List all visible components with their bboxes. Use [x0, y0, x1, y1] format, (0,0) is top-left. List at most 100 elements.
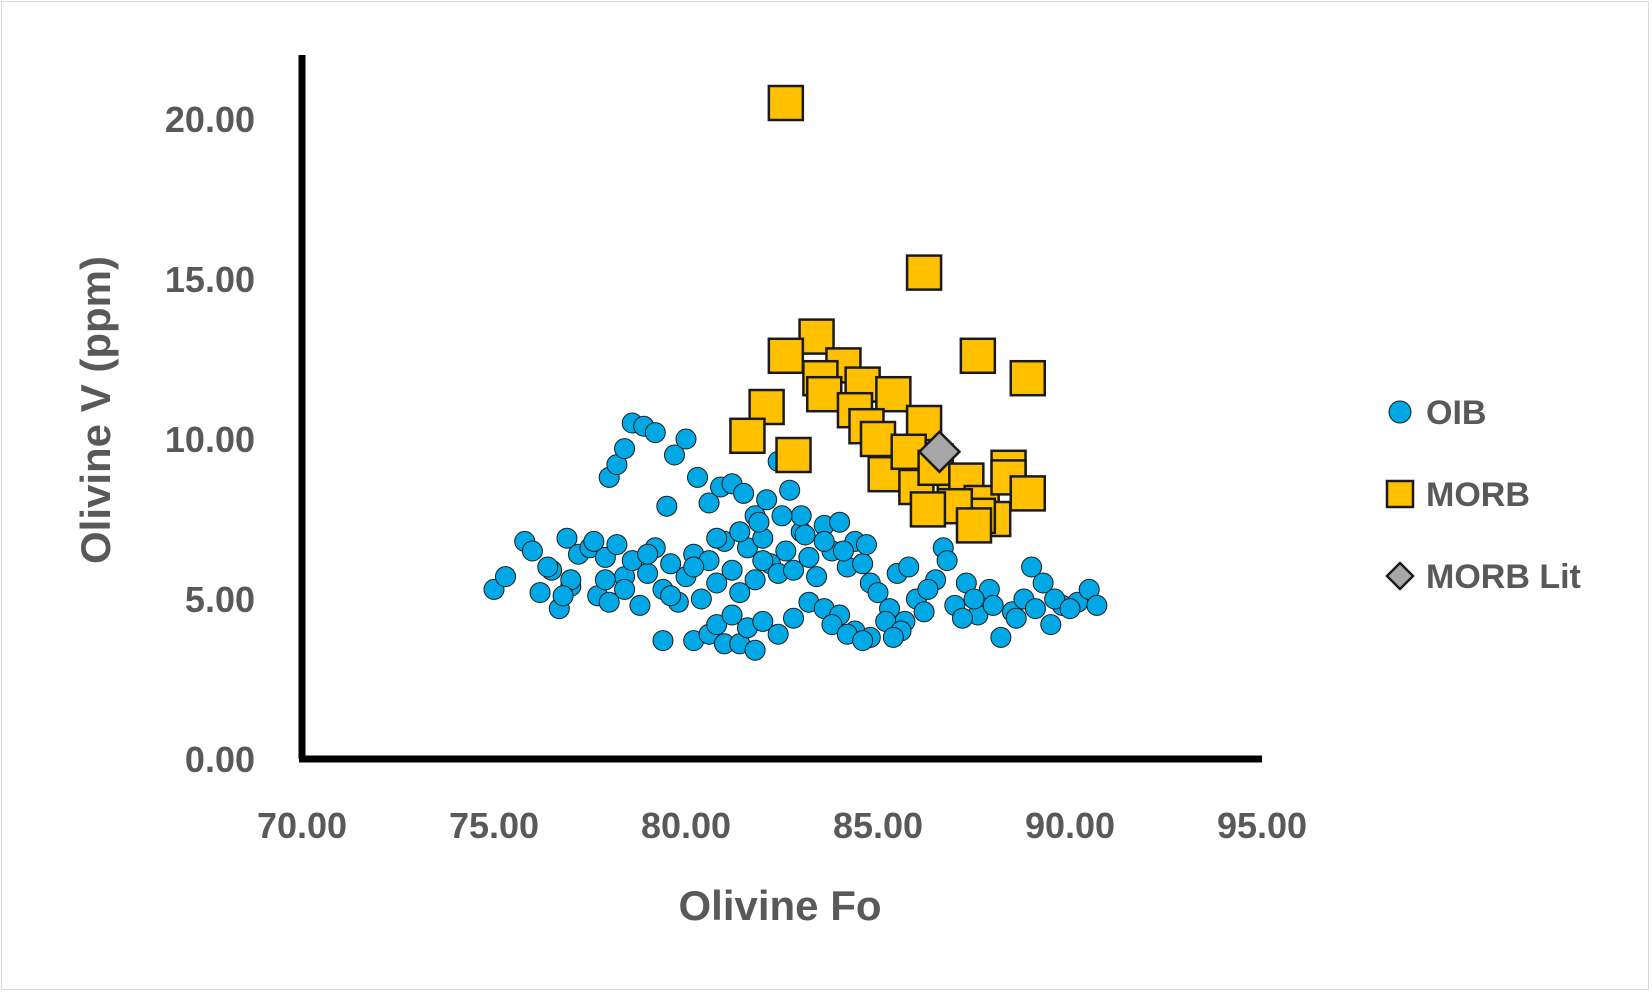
data-point	[629, 594, 651, 616]
data-point	[752, 610, 774, 632]
data-point	[917, 578, 939, 600]
data-point	[1044, 588, 1066, 610]
data-point	[637, 562, 659, 584]
legend-label: MORB Lit	[1426, 558, 1581, 596]
x-tick-label: 75.00	[449, 805, 539, 846]
y-tick-label: 10.00	[165, 419, 255, 460]
data-point	[1021, 556, 1043, 578]
data-point	[729, 582, 751, 604]
data-point	[783, 559, 805, 581]
data-point	[556, 527, 578, 549]
data-point	[1032, 572, 1054, 594]
data-point	[752, 550, 774, 572]
data-point	[644, 422, 666, 444]
data-point	[982, 594, 1004, 616]
data-point	[706, 614, 728, 636]
y-tick-label: 5.00	[185, 579, 255, 620]
data-point	[744, 639, 766, 661]
data-point	[1005, 607, 1027, 629]
data-point	[779, 479, 801, 501]
data-point	[813, 530, 835, 552]
data-point	[1009, 475, 1047, 512]
data-point	[706, 572, 728, 594]
data-point	[698, 492, 720, 514]
legend-marker	[1388, 400, 1412, 424]
y-tick-label: 15.00	[165, 259, 255, 300]
legend-marker	[1385, 479, 1415, 509]
data-point	[1009, 359, 1047, 397]
data-point	[733, 482, 755, 504]
data-point	[721, 604, 743, 626]
data-point	[852, 630, 874, 652]
x-tick-label: 70.00	[257, 805, 347, 846]
data-point	[898, 556, 920, 578]
data-point	[690, 588, 712, 610]
data-point	[955, 507, 993, 544]
data-point	[614, 438, 636, 460]
x-tick-label: 80.00	[641, 805, 731, 846]
data-point	[521, 540, 543, 562]
data-point	[913, 601, 935, 623]
data-point	[637, 543, 659, 565]
x-axis-title: Olivine Fo	[678, 882, 881, 929]
legend-item: MORB Lit	[1385, 558, 1581, 596]
x-tick-label: 85.00	[833, 805, 923, 846]
data-point	[748, 388, 785, 426]
data-point	[729, 417, 766, 455]
data-point	[867, 582, 889, 604]
data-point	[1024, 598, 1046, 620]
data-point	[767, 337, 805, 375]
data-point	[963, 588, 985, 610]
data-point	[794, 524, 816, 546]
series-morb-lit	[917, 430, 962, 474]
data-point	[905, 254, 943, 291]
data-point	[583, 530, 605, 552]
data-point	[1086, 594, 1108, 616]
data-point	[875, 375, 912, 413]
data-point	[721, 559, 743, 581]
data-point	[675, 428, 697, 450]
legend-item: MORB	[1385, 476, 1530, 514]
series-oib	[483, 412, 1108, 661]
plot-area	[483, 84, 1108, 661]
data-point	[798, 546, 820, 568]
y-tick-labels: 0.00 5.00 10.00 15.00 20.00	[165, 99, 255, 780]
legend-label: MORB	[1426, 476, 1530, 514]
data-point	[663, 444, 685, 466]
x-tick-label: 95.00	[1217, 805, 1307, 846]
data-point	[660, 585, 682, 607]
data-point	[1059, 598, 1081, 620]
y-tick-label: 20.00	[165, 99, 255, 140]
data-point	[959, 337, 997, 375]
data-point	[852, 553, 874, 575]
y-tick-label: 0.00	[185, 739, 255, 780]
data-point	[744, 569, 766, 591]
data-point	[771, 505, 793, 527]
data-point	[756, 489, 778, 511]
data-point	[706, 527, 728, 549]
data-point	[552, 585, 574, 607]
data-point	[790, 505, 812, 527]
series-morb	[729, 84, 1047, 544]
data-point	[832, 540, 854, 562]
y-axis-title: Olivine V (ppm)	[72, 256, 119, 564]
data-point	[767, 623, 789, 645]
data-point	[909, 491, 947, 528]
x-tick-label: 90.00	[1025, 805, 1115, 846]
data-point	[990, 626, 1012, 648]
data-point	[882, 626, 904, 648]
data-point	[687, 466, 709, 488]
data-point	[594, 569, 616, 591]
data-point	[652, 630, 674, 652]
data-point	[729, 521, 751, 543]
data-point	[859, 420, 897, 458]
data-point	[783, 607, 805, 629]
legend-item: OIB	[1388, 394, 1486, 432]
data-point	[537, 556, 559, 578]
data-point	[936, 550, 958, 572]
data-point	[1040, 614, 1062, 636]
data-point	[767, 84, 805, 122]
data-point	[951, 607, 973, 629]
